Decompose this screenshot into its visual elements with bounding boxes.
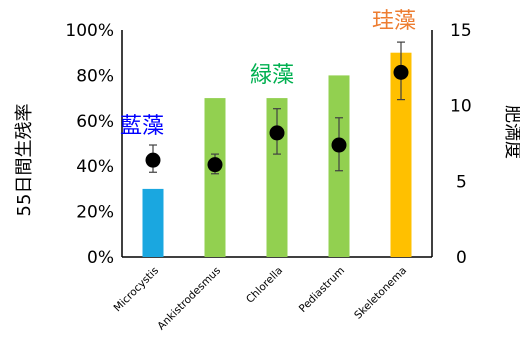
point-skeletonema — [393, 64, 409, 80]
y-axis-title: 55日間生残率 — [14, 104, 35, 217]
point-microcystis — [145, 152, 161, 168]
x-tick-label-pediastrum: Pediastrum — [297, 265, 347, 315]
y-right-tick-label-0: 0 — [456, 248, 467, 268]
group-label-bluegreen: 藍藻 — [120, 114, 164, 139]
bars-layer — [142, 52, 412, 258]
y-tick-label-2: 40% — [76, 157, 114, 177]
group-label-diatom: 珪藻 — [372, 9, 416, 34]
bar-ankistrodesmus — [204, 98, 226, 257]
x-tick-label-skeletonema: Skeletonema — [352, 265, 409, 322]
y-tick-label-4: 80% — [76, 66, 114, 86]
y-tick-label-0: 0% — [87, 248, 114, 268]
point-chlorella — [269, 125, 285, 141]
point-ankistrodesmus — [207, 157, 223, 173]
bar-microcystis — [142, 188, 164, 257]
y-right-tick-label-1: 5 — [456, 172, 467, 192]
points-layer — [145, 41, 409, 175]
x-tick-label-ankistrodesmus: Ankistrodesmus — [155, 265, 223, 333]
x-tick-label-microcystis: Microcystis — [111, 265, 161, 315]
y-right-tick-label-2: 10 — [450, 97, 472, 117]
y-tick-label-5: 100% — [65, 21, 114, 41]
x-tick-label-chlorella: Chlorella — [244, 265, 285, 306]
y-right-tick-label-3: 15 — [450, 21, 472, 41]
y-tick-label-3: 60% — [76, 112, 114, 132]
y-right-axis-title: 肥満度 — [502, 105, 520, 159]
y-tick-label-1: 20% — [76, 203, 114, 223]
point-pediastrum — [331, 137, 347, 153]
bar-skeletonema — [390, 52, 412, 258]
group-label-green: 緑藻 — [250, 63, 294, 88]
